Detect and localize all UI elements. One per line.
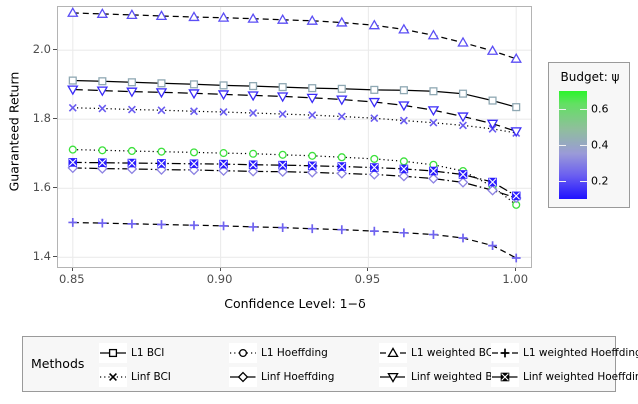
legend-item[interactable]: L1 weighted BCI (379, 341, 496, 365)
series-linf-bci (68, 103, 521, 137)
y-tick-label: 1.4 (32, 249, 51, 264)
x-tick-label: 1.00 (502, 272, 529, 286)
series-l1-weighted-bci (67, 7, 522, 63)
legend-item-label: Linf weighted BCI (411, 371, 503, 383)
x-marker-dotted-line-icon (99, 367, 127, 387)
methods-legend-grid: L1 BCI L1 Hoeffding L1 weighted BCI L1 weig… (99, 341, 638, 389)
plot-area: Guaranteed Return Confidence Level: 1−δ … (6, 6, 532, 311)
legend-item[interactable]: Linf weighted Hoeffding (491, 365, 638, 389)
colorbar-tick-mark (580, 181, 587, 182)
legend-item[interactable]: L1 Hoeffding (229, 341, 379, 365)
methods-legend-title: Methods (31, 356, 85, 371)
y-axis-label: Guaranteed Return (6, 71, 22, 192)
colorbar-title: Budget: ψ (560, 70, 620, 84)
series-linf-weighted-bci (67, 85, 522, 138)
colorbar-tick-mark (580, 145, 587, 146)
triangle-up-marker-dashed-line-icon (379, 343, 407, 363)
colorbar-legend: Budget: ψ 0.6 0.4 0.2 (548, 62, 630, 208)
series-linf-hoeffding (67, 162, 522, 204)
legend-item-label: L1 BCI (131, 347, 165, 359)
colorbar-tick-label: 0.6 (591, 102, 609, 116)
x-tick-mark (367, 267, 369, 271)
colorbar-tick-mark (559, 109, 566, 110)
colorbar-tick-label: 0.2 (591, 174, 609, 188)
y-tick-label: 1.6 (32, 180, 51, 195)
x-axis-label: Confidence Level: 1−δ (224, 296, 366, 311)
legend-item[interactable]: Linf BCI (99, 365, 229, 389)
legend-item-label: Linf Hoeffding (261, 371, 335, 383)
legend-item-label: L1 weighted Hoeffding (523, 347, 638, 359)
x-tick-mark (219, 267, 221, 271)
y-tick-label: 1.8 (32, 111, 51, 126)
legend-item[interactable]: Linf Hoeffding (229, 365, 379, 389)
colorbar-tick-mark (580, 109, 587, 110)
x-tick-label: 0.95 (354, 272, 381, 286)
series-linf-weighted-hoeffding (68, 158, 521, 201)
colorbar-tick-label: 0.4 (591, 138, 609, 152)
x-tick-label: 0.85 (58, 272, 85, 286)
y-tick-mark (53, 187, 57, 189)
plus-marker-dashed-line-icon (491, 343, 519, 363)
plot-panel (57, 6, 532, 268)
legend-item[interactable]: L1 BCI (99, 341, 229, 365)
colorbar-tick-mark (559, 145, 566, 146)
legend-item-label: L1 Hoeffding (261, 347, 328, 359)
y-tick-mark (53, 49, 57, 51)
colorbar-tick-mark (559, 181, 566, 182)
legend-item[interactable]: Linf weighted BCI (379, 365, 503, 389)
x-tick-mark (71, 267, 73, 271)
y-tick-label: 2.0 (32, 42, 51, 57)
square-filled-marker-dotdash-line-icon (491, 367, 519, 387)
circle-marker-dotted-line-icon (229, 343, 257, 363)
x-tick-label: 0.90 (206, 272, 233, 286)
diamond-marker-dotdash-line-icon (229, 367, 257, 387)
legend-item[interactable]: L1 weighted Hoeffding (491, 341, 638, 365)
series-canvas (58, 7, 531, 267)
legend-item-label: Linf weighted Hoeffding (523, 371, 638, 383)
triangle-down-marker-longdash-line-icon (379, 367, 407, 387)
y-tick-mark (53, 256, 57, 258)
series-l1-weighted-hoeffding (68, 218, 521, 263)
series-l1-bci (68, 76, 521, 112)
square-marker-solid-line-icon (99, 343, 127, 363)
series-l1-hoeffding (68, 145, 521, 209)
legend-item-label: Linf BCI (131, 371, 171, 383)
legend-item-label: L1 weighted BCI (411, 347, 497, 359)
y-tick-mark (53, 118, 57, 120)
x-tick-mark (515, 267, 517, 271)
methods-legend: Methods L1 BCI L1 Hoeffding L1 weighted BC… (22, 336, 638, 392)
